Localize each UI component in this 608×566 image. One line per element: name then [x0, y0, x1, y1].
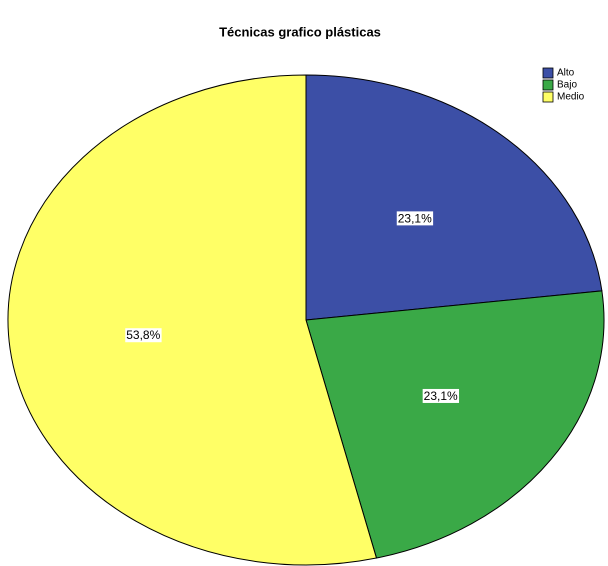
chart-title: Técnicas grafico plásticas	[219, 24, 381, 39]
data-label: 53,8%	[126, 328, 160, 342]
data-label: 23,1%	[424, 389, 458, 403]
legend-label: Bajo	[557, 80, 577, 91]
label-box	[396, 211, 434, 226]
pie-slice	[7, 74, 378, 566]
label-box	[422, 388, 460, 403]
data-label: 23,1%	[398, 211, 432, 225]
legend-swatch	[542, 91, 554, 103]
legend-label: Alto	[557, 68, 575, 79]
pie-slice	[305, 74, 603, 321]
pie-slice	[305, 290, 605, 559]
legend-label: Medio	[557, 92, 585, 103]
legend-swatch	[542, 67, 554, 79]
label-box	[125, 328, 162, 343]
legend-swatch	[542, 79, 554, 91]
